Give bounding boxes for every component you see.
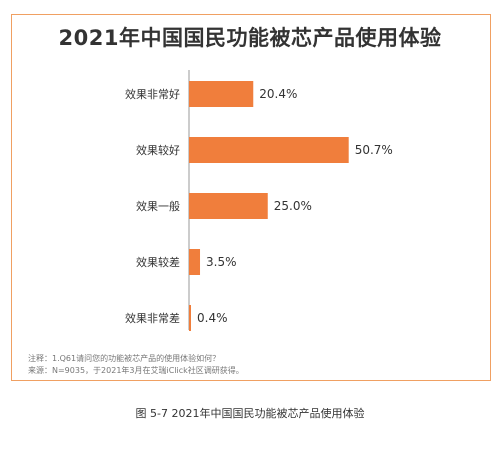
- bar: [189, 249, 201, 275]
- category-label: 效果非常好: [125, 87, 180, 101]
- category-label: 效果较好: [136, 143, 180, 157]
- figure-caption: 图 5-7 2021年中国国民功能被芯产品使用体验: [135, 407, 365, 420]
- value-label: 20.4%: [259, 87, 297, 101]
- value-label: 50.7%: [355, 143, 393, 157]
- bar: [189, 81, 254, 107]
- bar: [189, 137, 349, 163]
- category-label: 效果较差: [136, 255, 180, 269]
- bar: [189, 193, 268, 219]
- value-label: 25.0%: [274, 199, 312, 213]
- value-label: 0.4%: [197, 311, 228, 325]
- category-label: 效果一般: [136, 199, 180, 213]
- value-label: 3.5%: [206, 255, 237, 269]
- bar: [189, 305, 191, 331]
- category-label: 效果非常差: [125, 311, 180, 325]
- chart-note: 注释：1.Q61请问您的功能被芯产品的使用体验如何？: [28, 354, 221, 363]
- chart-title: 2021年中国国民功能被芯产品使用体验: [58, 26, 442, 50]
- chart-source: 来源：N=9035，于2021年3月在艾瑞iClick社区调研获得。: [28, 366, 244, 375]
